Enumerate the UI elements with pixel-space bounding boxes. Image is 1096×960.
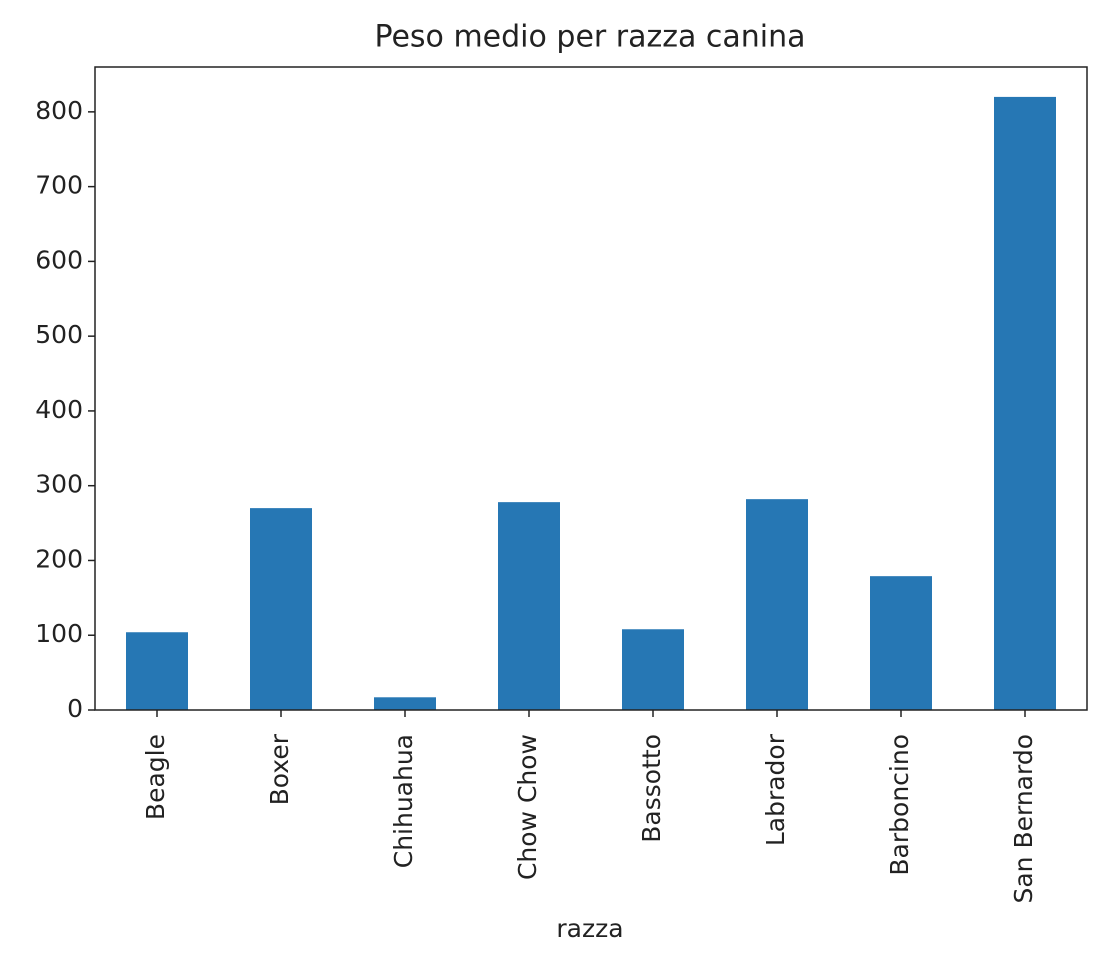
y-tick-label: 300 (35, 470, 83, 499)
bar (250, 508, 312, 710)
x-tick-label: Bassotto (637, 734, 666, 843)
bar (374, 697, 436, 710)
y-tick-label: 100 (35, 619, 83, 648)
bar (622, 629, 684, 710)
chart-title: Peso medio per razza canina (374, 20, 805, 55)
y-tick-label: 700 (35, 171, 83, 200)
bar (870, 576, 932, 710)
x-tick-label: Boxer (265, 733, 294, 805)
y-tick-label: 200 (35, 544, 83, 573)
x-tick-label: Chihuahua (389, 734, 418, 868)
x-tick-label: Labrador (761, 733, 790, 846)
y-tick-label: 0 (67, 694, 83, 723)
x-tick-label: Barboncino (885, 734, 914, 876)
bar (498, 502, 560, 710)
plot-frame (94, 66, 1088, 711)
x-tick-label: Beagle (141, 734, 170, 820)
x-tick-label: Chow Chow (513, 734, 542, 880)
x-axis-label: razza (556, 914, 623, 943)
bar (126, 632, 188, 710)
bar (746, 499, 808, 710)
bar (994, 96, 1056, 710)
y-tick-label: 800 (35, 96, 83, 125)
y-tick-label: 500 (35, 320, 83, 349)
y-tick-label: 400 (35, 395, 83, 424)
x-tick-label: San Bernardo (1009, 734, 1038, 904)
y-tick-label: 600 (35, 245, 83, 274)
